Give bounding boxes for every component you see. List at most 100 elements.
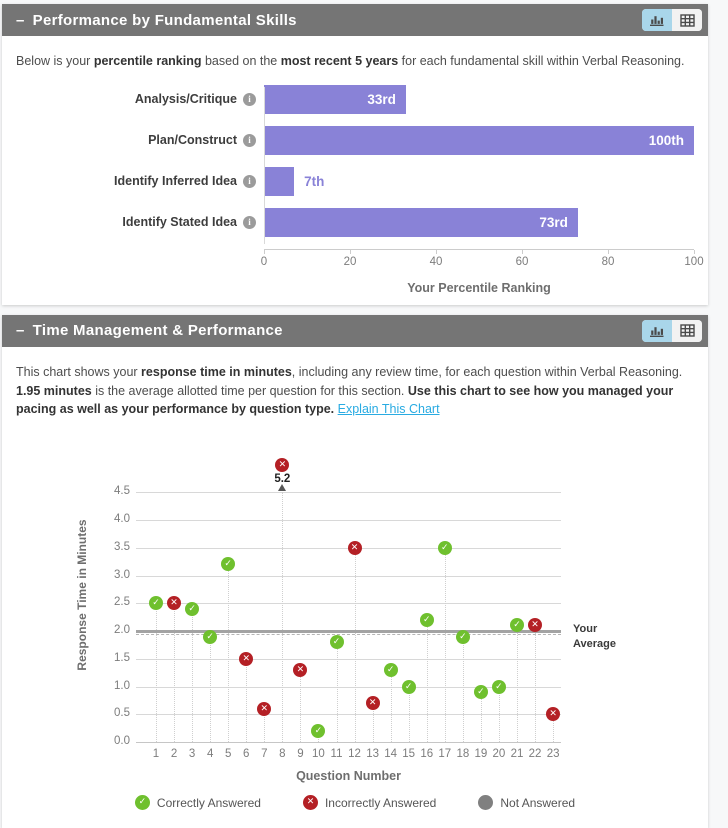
bar-axis-line <box>264 86 265 244</box>
point-stem <box>246 658 248 742</box>
answer-marker-correct[interactable]: ✓ <box>455 629 470 644</box>
bar-chart-icon <box>650 16 664 26</box>
y-tick-label: 4.5 <box>114 485 130 498</box>
y-axis-title: Response Time in Minutes <box>75 519 89 671</box>
axis-tick-label: 60 <box>515 255 529 268</box>
y-tick-label: 0.0 <box>114 735 130 747</box>
point-stem <box>282 492 284 742</box>
bar-row: Identify Inferred Idea i 7th <box>16 166 694 196</box>
info-icon[interactable]: i <box>243 215 256 229</box>
axis-tick <box>350 249 351 254</box>
x-tick-label: 2 <box>170 748 178 760</box>
bar-track: 100th <box>264 125 694 155</box>
your-average-label: Your Average <box>573 623 617 650</box>
answer-marker-correct[interactable]: ✓ <box>311 723 326 738</box>
answer-marker-correct[interactable]: ✓ <box>491 679 506 694</box>
panel-fundamental-skills: – Performance by Fundamental Skills Belo… <box>2 4 708 305</box>
answer-marker-correct[interactable]: ✓ <box>329 635 344 650</box>
category-text: Analysis/Critique <box>134 92 237 107</box>
answer-marker-incorrect[interactable]: ✕ <box>546 707 561 722</box>
answer-marker-incorrect[interactable]: ✕ <box>293 662 308 677</box>
answer-marker-correct[interactable]: ✓ <box>510 618 524 633</box>
info-icon[interactable]: i <box>243 92 256 106</box>
point-stem <box>498 686 500 742</box>
text-segment: most recent 5 years <box>280 54 399 68</box>
x-tick-label: 16 <box>420 748 434 760</box>
answer-marker-correct[interactable]: ✓ <box>383 662 398 677</box>
axis-title-row: Your Percentile Ranking <box>16 281 694 295</box>
answer-marker-incorrect[interactable]: ✕ <box>347 540 362 555</box>
axis-tick-label: 20 <box>343 255 357 268</box>
text-segment: Below is your <box>16 54 94 68</box>
point-stem <box>553 714 555 742</box>
x-axis-title: Question Number <box>296 769 401 783</box>
point-stem <box>174 603 176 742</box>
bar-chart-icon <box>650 326 664 337</box>
x-tick-label: 14 <box>384 748 398 760</box>
answer-marker-correct[interactable]: ✓ <box>473 685 488 700</box>
point-stem <box>480 692 482 742</box>
x-tick-label: 3 <box>188 748 196 760</box>
table-view-button[interactable] <box>672 9 702 31</box>
x-tick-label: 1 <box>152 748 160 760</box>
table-view-button[interactable] <box>672 319 702 342</box>
axis-tick <box>522 249 523 254</box>
x-tick-label: 17 <box>438 748 452 760</box>
info-icon[interactable]: i <box>243 174 256 188</box>
answer-marker-correct[interactable]: ✓ <box>401 679 416 694</box>
text-segment: based on the <box>201 54 281 68</box>
view-toggle <box>642 9 702 31</box>
y-tick-label: 0.5 <box>114 707 130 720</box>
point-stem <box>390 669 392 742</box>
answer-marker-correct[interactable]: ✓ <box>185 601 200 616</box>
answer-marker-correct[interactable]: ✓ <box>419 612 434 627</box>
chart-view-button[interactable] <box>642 9 672 31</box>
answer-marker-incorrect[interactable]: ✕ <box>167 596 182 611</box>
answer-marker-correct[interactable]: ✓ <box>221 557 236 572</box>
offchart-value-label: 5.2 <box>274 473 291 485</box>
your-average-line <box>136 629 561 633</box>
info-icon[interactable]: i <box>243 133 256 147</box>
answer-marker-incorrect[interactable]: ✕ <box>275 458 290 472</box>
text-segment: is the average allotted time per questio… <box>91 383 408 398</box>
point-stem <box>444 547 446 742</box>
bar-track: 7th <box>264 166 694 196</box>
x-tick-label: 21 <box>510 748 524 760</box>
point-stem <box>354 547 356 742</box>
bar-axis: 0 20 40 60 80 100 <box>16 248 704 273</box>
point-stem <box>517 625 518 742</box>
answer-marker-correct[interactable]: ✓ <box>149 596 163 611</box>
axis-tick <box>436 249 437 254</box>
point-stem <box>426 619 428 742</box>
axis-tick <box>694 249 695 254</box>
fundamental-skills-header[interactable]: – Performance by Fundamental Skills <box>2 4 708 36</box>
category-text: Plan/Construct <box>148 133 237 148</box>
scatter-legend: ✓ Correctly Answered ✕ Incorrectly Answered… <box>16 795 694 810</box>
y-tick-label: 2.0 <box>114 624 130 636</box>
explain-chart-link[interactable]: Explain This Chart <box>337 402 440 417</box>
y-tick-label: 2.5 <box>114 596 130 609</box>
answer-marker-incorrect[interactable]: ✕ <box>365 696 380 711</box>
collapse-icon[interactable]: – <box>16 322 25 340</box>
chart-view-button[interactable] <box>642 319 672 342</box>
x-tick-label: 19 <box>474 748 488 760</box>
scatter-plot-area: 0.0 0.5 1.0 1.5 2.0 2.5 3.0 3.5 4.0 4.5 Your Avera… <box>114 457 616 760</box>
category-text: Identify Stated Idea <box>122 215 237 230</box>
bar-category-label: Analysis/Critique i <box>16 92 256 106</box>
answer-marker-correct[interactable]: ✓ <box>437 540 452 555</box>
time-management-header[interactable]: – Time Management & Performance <box>2 314 708 347</box>
x-tick-label: 22 <box>528 748 542 760</box>
answer-marker-incorrect[interactable]: ✕ <box>528 618 543 633</box>
answer-marker-incorrect[interactable]: ✕ <box>257 701 272 716</box>
percentile-bar: 73rd <box>264 207 578 237</box>
x-tick-label: 9 <box>297 748 304 760</box>
percentile-bar <box>264 166 295 196</box>
answer-marker-correct[interactable]: ✓ <box>203 629 218 644</box>
axis-tick <box>264 249 265 254</box>
axis-tick-label: 80 <box>601 255 615 268</box>
x-tick-label: 13 <box>366 748 379 760</box>
collapse-icon[interactable]: – <box>16 11 25 29</box>
point-stem <box>228 564 230 742</box>
x-tick-label: 23 <box>546 748 560 760</box>
answer-marker-incorrect[interactable]: ✕ <box>239 651 254 666</box>
